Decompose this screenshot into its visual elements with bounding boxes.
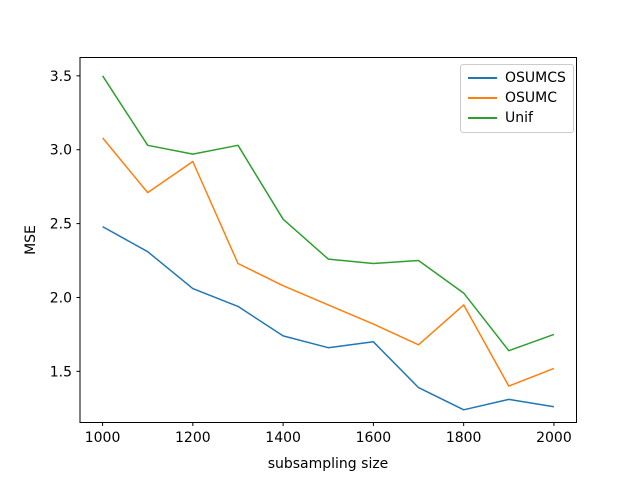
plot-frame	[79, 57, 577, 423]
legend-line-sample	[468, 117, 497, 119]
legend-line-sample	[468, 97, 497, 99]
y-axis-tick-label: 2.5	[50, 217, 72, 233]
x-axis-label: subsampling size	[268, 456, 389, 472]
legend: OSUMCS OSUMC Unif	[460, 64, 574, 133]
y-axis-tick-label: 1.5	[50, 364, 72, 380]
x-axis-tick-label: 1800	[446, 430, 482, 446]
series-lines	[101, 75, 555, 411]
legend-item-label: Unif	[505, 110, 533, 126]
series-line-osumc	[102, 137, 555, 387]
legend-item-osumcs: OSUMCS	[468, 68, 566, 88]
legend-item-label: OSUMC	[505, 90, 558, 106]
x-axis-tick-label: 1000	[85, 430, 121, 446]
legend-item-label: OSUMCS	[505, 70, 566, 86]
x-axis-tick-label: 1400	[265, 430, 301, 446]
x-axis-tick-label: 1600	[356, 430, 392, 446]
y-axis-tick-label: 3.5	[50, 69, 72, 85]
axes-spines	[79, 57, 577, 423]
y-axis-tick-label: 3.0	[50, 143, 72, 159]
series-line-unif	[101, 75, 555, 352]
legend-item-unif: Unif	[468, 108, 566, 128]
axis-ticks: 1000 1200 1400 1600 1800 2000 1.5 2.0 2.5 3.0 3.5	[50, 69, 572, 446]
y-axis-label: MSE	[23, 225, 39, 255]
y-axis-tick-label: 2.0	[50, 290, 72, 306]
legend-line-sample	[468, 77, 497, 79]
x-axis-tick-label: 2000	[536, 430, 572, 446]
series-line-osumcs	[102, 225, 555, 411]
legend-item-osumc: OSUMC	[468, 88, 566, 108]
x-axis-tick-label: 1200	[175, 430, 211, 446]
